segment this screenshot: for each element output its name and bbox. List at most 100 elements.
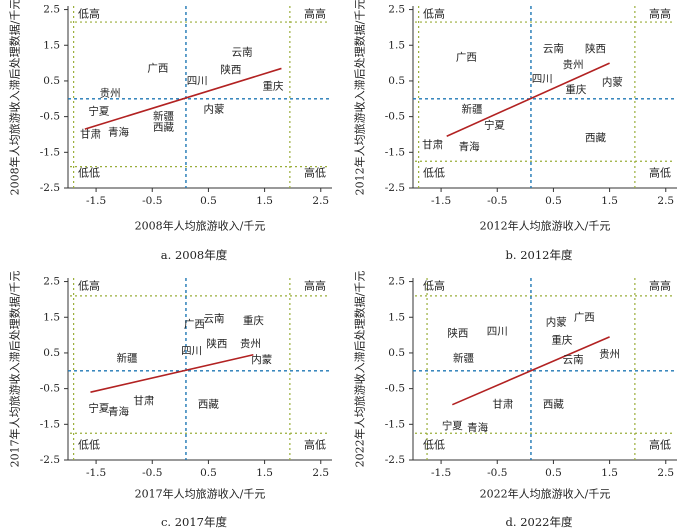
province-label: 重庆 (551, 333, 572, 346)
y-tick-label: -2.5 (385, 182, 405, 194)
province-label: 四川 (181, 345, 202, 357)
regression-line (84, 67, 282, 130)
y-tick-label: -1.5 (40, 418, 60, 430)
y-tick-label: 0.5 (43, 75, 60, 87)
quadrant-label-top-right: 高高 (304, 7, 326, 21)
province-label: 四川 (487, 326, 508, 338)
y-tick-label: 2.5 (43, 4, 60, 16)
quadrant-label-bottom-right: 高低 (304, 166, 326, 180)
x-tick-label: 0.5 (200, 467, 217, 479)
x-tick-label: -0.5 (487, 467, 507, 479)
quadrant-label-top-left: 低高 (78, 7, 100, 21)
province-label: 广西 (184, 318, 205, 330)
x-tick-label: 1.5 (256, 195, 273, 207)
quadrant-label-top-right: 高高 (649, 7, 671, 21)
quadrant-label-bottom-left: 低低 (423, 439, 445, 452)
x-tick-label: -0.5 (142, 195, 162, 207)
chart-caption: d. 2022年度 (506, 515, 573, 529)
y-tick-label: 1.5 (388, 39, 405, 51)
quadrant-label-top-left: 低高 (78, 279, 100, 293)
chart-panel-2: 2.5 1.5 0.5 -0.5 -1.5 -2.5 -1.5 -0.5 0.5 1.5 2.5 低高… (353, 0, 677, 262)
chart-caption: a. 2008年度 (161, 248, 228, 262)
y-tick-label: 0.5 (43, 347, 60, 359)
y-tick-label: 0.5 (388, 347, 405, 359)
province-label: 甘肃 (80, 127, 101, 140)
y-tick-label: -2.5 (40, 454, 60, 466)
x-tick-label: -1.5 (86, 195, 106, 207)
province-label: 云南 (204, 312, 225, 325)
y-tick-label: -2.5 (385, 454, 405, 466)
quadrant-label-bottom-left: 低低 (78, 439, 100, 452)
province-label: 陕西 (447, 326, 468, 339)
province-label: 贵州 (599, 348, 620, 361)
province-label: 重庆 (565, 83, 586, 96)
province-label: 甘肃 (422, 138, 443, 151)
chart-caption: b. 2012年度 (506, 248, 573, 262)
y-tick-label: 1.5 (43, 311, 60, 323)
y-axis-title: 2022年人均旅游收入滞后处理数据/千元 (353, 271, 367, 468)
x-tick-label: 0.5 (545, 195, 562, 207)
x-tick-label: -1.5 (431, 467, 451, 479)
chart-caption: c. 2017年度 (161, 515, 228, 529)
quadrant-label-bottom-right: 高低 (649, 166, 671, 180)
quadrant-label-bottom-right: 高低 (649, 438, 671, 452)
province-label: 云南 (543, 42, 564, 55)
y-tick-label: -0.5 (385, 383, 405, 395)
province-label: 陕西 (220, 63, 241, 76)
province-label: 西藏 (543, 399, 564, 411)
chart-panel-3: 2.5 1.5 0.5 -0.5 -1.5 -2.5 -1.5 -0.5 0.5 1.5 2.5 低高… (8, 271, 332, 529)
x-axis-title: 2017年人均旅游收入/千元 (135, 487, 266, 501)
province-label: 内蒙 (602, 76, 623, 89)
y-tick-label: -0.5 (40, 383, 60, 395)
province-label: 内蒙 (204, 102, 225, 115)
province-label: 贵州 (100, 86, 121, 99)
y-tick-label: 1.5 (43, 39, 60, 51)
province-label: 西藏 (585, 132, 606, 144)
regression-line (90, 353, 254, 393)
province-label: 甘肃 (133, 394, 154, 407)
province-label: 云南 (232, 45, 253, 58)
quadrant-label-top-right: 高高 (649, 279, 671, 293)
province-label: 内蒙 (251, 353, 272, 366)
x-axis-title: 2008年人均旅游收入/千元 (135, 219, 266, 233)
province-label: 宁夏 (484, 119, 505, 132)
province-label: 陕西 (206, 337, 227, 350)
y-axis-title: 2008年人均旅游收入滞后处理数据/千元 (8, 0, 22, 195)
y-tick-label: -1.5 (385, 418, 405, 430)
province-label: 贵州 (563, 58, 584, 71)
province-label: 云南 (563, 353, 584, 366)
province-label: 青海 (467, 421, 488, 434)
province-label: 广西 (456, 52, 477, 64)
x-tick-label: 2.5 (657, 195, 674, 207)
regression-line (452, 336, 610, 406)
province-label: 四川 (187, 75, 208, 87)
x-tick-label: 2.5 (312, 195, 329, 207)
quadrant-label-bottom-left: 低低 (423, 167, 445, 180)
x-tick-label: 0.5 (200, 195, 217, 207)
province-label: 贵州 (240, 337, 261, 350)
quadrant-label-bottom-right: 高低 (304, 438, 326, 452)
x-tick-label: -1.5 (86, 467, 106, 479)
x-tick-label: -1.5 (431, 195, 451, 207)
x-tick-label: 1.5 (256, 467, 273, 479)
province-label: 甘肃 (492, 398, 513, 411)
x-tick-label: 2.5 (657, 467, 674, 479)
province-label: 内蒙 (546, 316, 567, 329)
x-tick-label: 1.5 (601, 195, 618, 207)
x-tick-label: 1.5 (601, 467, 618, 479)
province-label: 青海 (108, 405, 129, 418)
y-tick-label: 1.5 (388, 311, 405, 323)
province-label: 四川 (532, 73, 553, 85)
province-label: 青海 (459, 140, 480, 153)
x-tick-label: 0.5 (545, 467, 562, 479)
y-tick-label: 2.5 (388, 276, 405, 288)
x-tick-label: -0.5 (142, 467, 162, 479)
y-tick-label: -1.5 (385, 146, 405, 158)
province-label: 宁夏 (88, 104, 109, 117)
y-tick-label: 2.5 (43, 276, 60, 288)
province-label: 宁夏 (88, 401, 109, 414)
chart-panel-4: 2.5 1.5 0.5 -0.5 -1.5 -2.5 -1.5 -0.5 0.5 1.5 2.5 低高… (353, 271, 677, 529)
x-axis-title: 2012年人均旅游收入/千元 (480, 219, 611, 233)
quadrant-label-top-right: 高高 (304, 279, 326, 293)
y-tick-label: -0.5 (40, 111, 60, 123)
